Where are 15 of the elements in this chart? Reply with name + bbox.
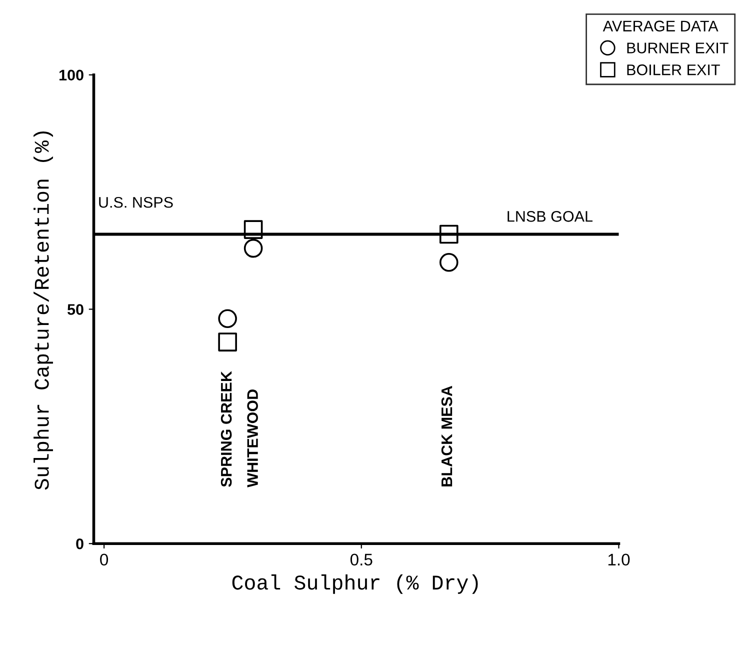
annotation: BLACK MESA — [441, 386, 452, 486]
x-tick-label: 0.5 — [350, 554, 372, 566]
y-tick-label: 100 — [60, 70, 84, 81]
legend-label: BURNER EXIT — [627, 42, 728, 54]
annotation: U.S. NSPS — [99, 196, 173, 208]
y-tick-label: 50 — [68, 304, 84, 315]
annotation: SPRING CREEK — [220, 371, 232, 487]
text: 1.0 — [608, 554, 630, 566]
x-axis-title: Coal Sulphur (% Dry) — [232, 574, 478, 594]
annotation: WHITEWOOD — [247, 390, 258, 488]
y-tick-label: 0 — [76, 538, 84, 550]
legend-title: AVERAGE DATA — [602, 20, 718, 32]
ref-line-label: LNSB GOAL — [508, 211, 593, 222]
legend-label: BOILER EXIT — [627, 64, 720, 76]
y-axis-title: Sulphur Capture/Retention (%) — [34, 131, 53, 490]
